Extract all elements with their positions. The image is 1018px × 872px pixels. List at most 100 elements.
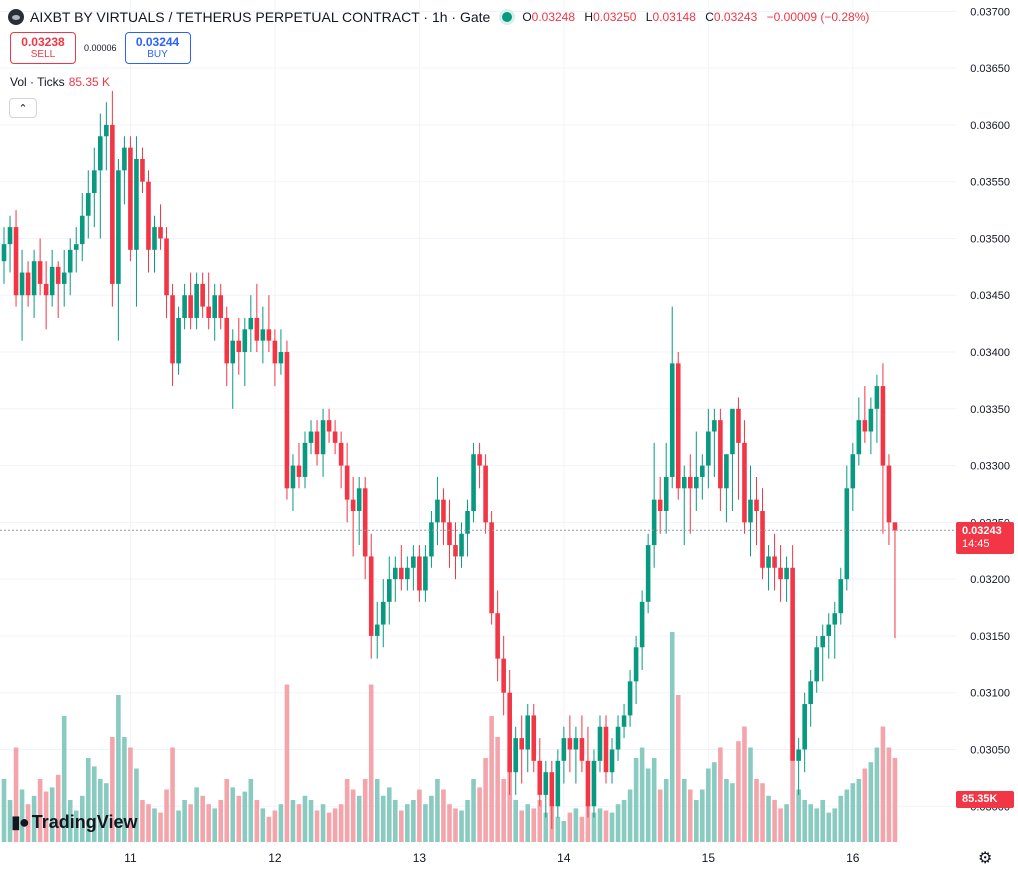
volume-bar xyxy=(110,737,115,842)
candle-body xyxy=(567,738,573,750)
volume-bar xyxy=(146,804,151,842)
candle-body xyxy=(182,295,187,318)
volume-bar xyxy=(838,795,844,842)
candle-body xyxy=(784,567,789,580)
volume-bar xyxy=(447,804,452,842)
candle-body xyxy=(272,340,278,364)
buy-button[interactable]: 0.03244 BUY xyxy=(124,32,191,64)
volume-bar xyxy=(254,800,260,842)
volume-legend[interactable]: Vol · Ticks 85.35 K xyxy=(10,75,111,89)
candle-body xyxy=(483,465,488,523)
volume-bar xyxy=(19,789,25,842)
candle-body xyxy=(405,567,410,580)
candle-body xyxy=(772,556,777,568)
candle-body xyxy=(188,295,193,318)
volume-bar xyxy=(483,758,488,842)
candle-body xyxy=(7,227,13,245)
volume-bar xyxy=(519,810,525,842)
time-axis[interactable]: 11 12 13 14 15 16 xyxy=(124,851,860,865)
volume-bar xyxy=(441,789,446,842)
volume-bar xyxy=(85,758,91,842)
y-tick-label: 0.03550 xyxy=(970,177,1010,189)
volume-bar xyxy=(122,737,127,842)
candle-body xyxy=(501,658,506,693)
y-tick-label: 0.03300 xyxy=(970,461,1010,473)
volume-bar xyxy=(525,804,531,842)
candle-body xyxy=(627,681,633,716)
candle-body xyxy=(206,306,211,318)
candle-body xyxy=(814,647,819,682)
candle-body xyxy=(754,499,759,512)
last-price-label: 0.03243 14:45 xyxy=(956,522,1014,555)
volume-bar xyxy=(393,800,398,842)
volume-bar xyxy=(724,779,729,842)
settings-gear-icon[interactable]: ⚙ xyxy=(978,850,993,867)
change-value: −0.00009 (−0.28%) xyxy=(766,10,870,24)
volume-bar xyxy=(200,795,205,842)
volume-bar xyxy=(742,726,747,842)
price-axis[interactable]: 0.03700 0.03650 0.03600 0.03550 0.03500 0.034… xyxy=(970,6,1010,813)
candle-body xyxy=(254,317,260,341)
candle-body xyxy=(266,329,272,341)
volume-bar xyxy=(7,800,13,842)
market-status-icon[interactable] xyxy=(502,12,513,22)
volume-bar xyxy=(344,779,350,842)
candle-body xyxy=(555,760,561,807)
volume-bar xyxy=(55,774,61,842)
volume-bar xyxy=(663,779,669,842)
candle-body xyxy=(368,556,374,636)
volume-bar xyxy=(338,804,344,842)
candle-body xyxy=(92,170,97,194)
sell-button[interactable]: 0.03238 SELL xyxy=(10,32,76,64)
candle-body xyxy=(615,726,621,750)
candle-body xyxy=(128,147,133,250)
volume-bar xyxy=(380,795,386,842)
volume-bar xyxy=(266,816,272,842)
candle-body xyxy=(55,266,61,284)
volume-bar xyxy=(152,808,157,842)
candle-body xyxy=(585,760,591,807)
candle-body xyxy=(591,760,597,807)
candle-body xyxy=(386,579,392,602)
candle-body xyxy=(242,329,248,353)
y-tick-label: 0.03350 xyxy=(970,404,1010,416)
candle-body xyxy=(374,624,380,636)
volume-bar xyxy=(399,810,404,842)
volume-bar xyxy=(224,779,230,842)
tradingview-logo[interactable]: ▮● TradingView xyxy=(11,812,138,832)
candle-body xyxy=(362,488,368,557)
volume-bar xyxy=(477,787,482,842)
volume-bar xyxy=(687,789,693,842)
candle-body xyxy=(694,476,699,489)
candle-body xyxy=(212,295,217,318)
volume-bar xyxy=(423,804,428,842)
y-tick-label: 0.03200 xyxy=(970,574,1010,586)
volume-bar xyxy=(43,791,49,842)
volume-bar xyxy=(308,800,314,842)
volume-bar xyxy=(206,804,211,842)
collapse-legend-button[interactable]: ⌃ xyxy=(9,98,37,118)
volume-bar xyxy=(194,787,199,842)
candle-body xyxy=(230,340,236,364)
volume-bar xyxy=(832,808,838,842)
candle-body xyxy=(657,499,663,512)
volume-bar xyxy=(712,762,717,842)
volume-bar xyxy=(874,747,880,842)
volume-bar xyxy=(706,768,711,842)
x-tick-label: 13 xyxy=(413,851,427,865)
volume-bar xyxy=(513,800,518,842)
candle-body xyxy=(603,726,609,773)
volume-bar xyxy=(736,741,741,842)
volume-bar xyxy=(766,795,771,842)
volume-bar xyxy=(555,816,561,842)
candle-body xyxy=(49,266,55,296)
x-tick-label: 14 xyxy=(557,851,571,865)
volume-bars xyxy=(1,632,898,842)
volume-bar xyxy=(808,804,813,842)
volume-bar xyxy=(814,808,819,842)
x-tick-label: 15 xyxy=(702,851,716,865)
volume-bar xyxy=(435,779,440,842)
symbol-title[interactable]: AIXBT BY VIRTUALS / TETHERUS PERPETUAL C… xyxy=(30,9,491,25)
volume-bar xyxy=(188,804,193,842)
